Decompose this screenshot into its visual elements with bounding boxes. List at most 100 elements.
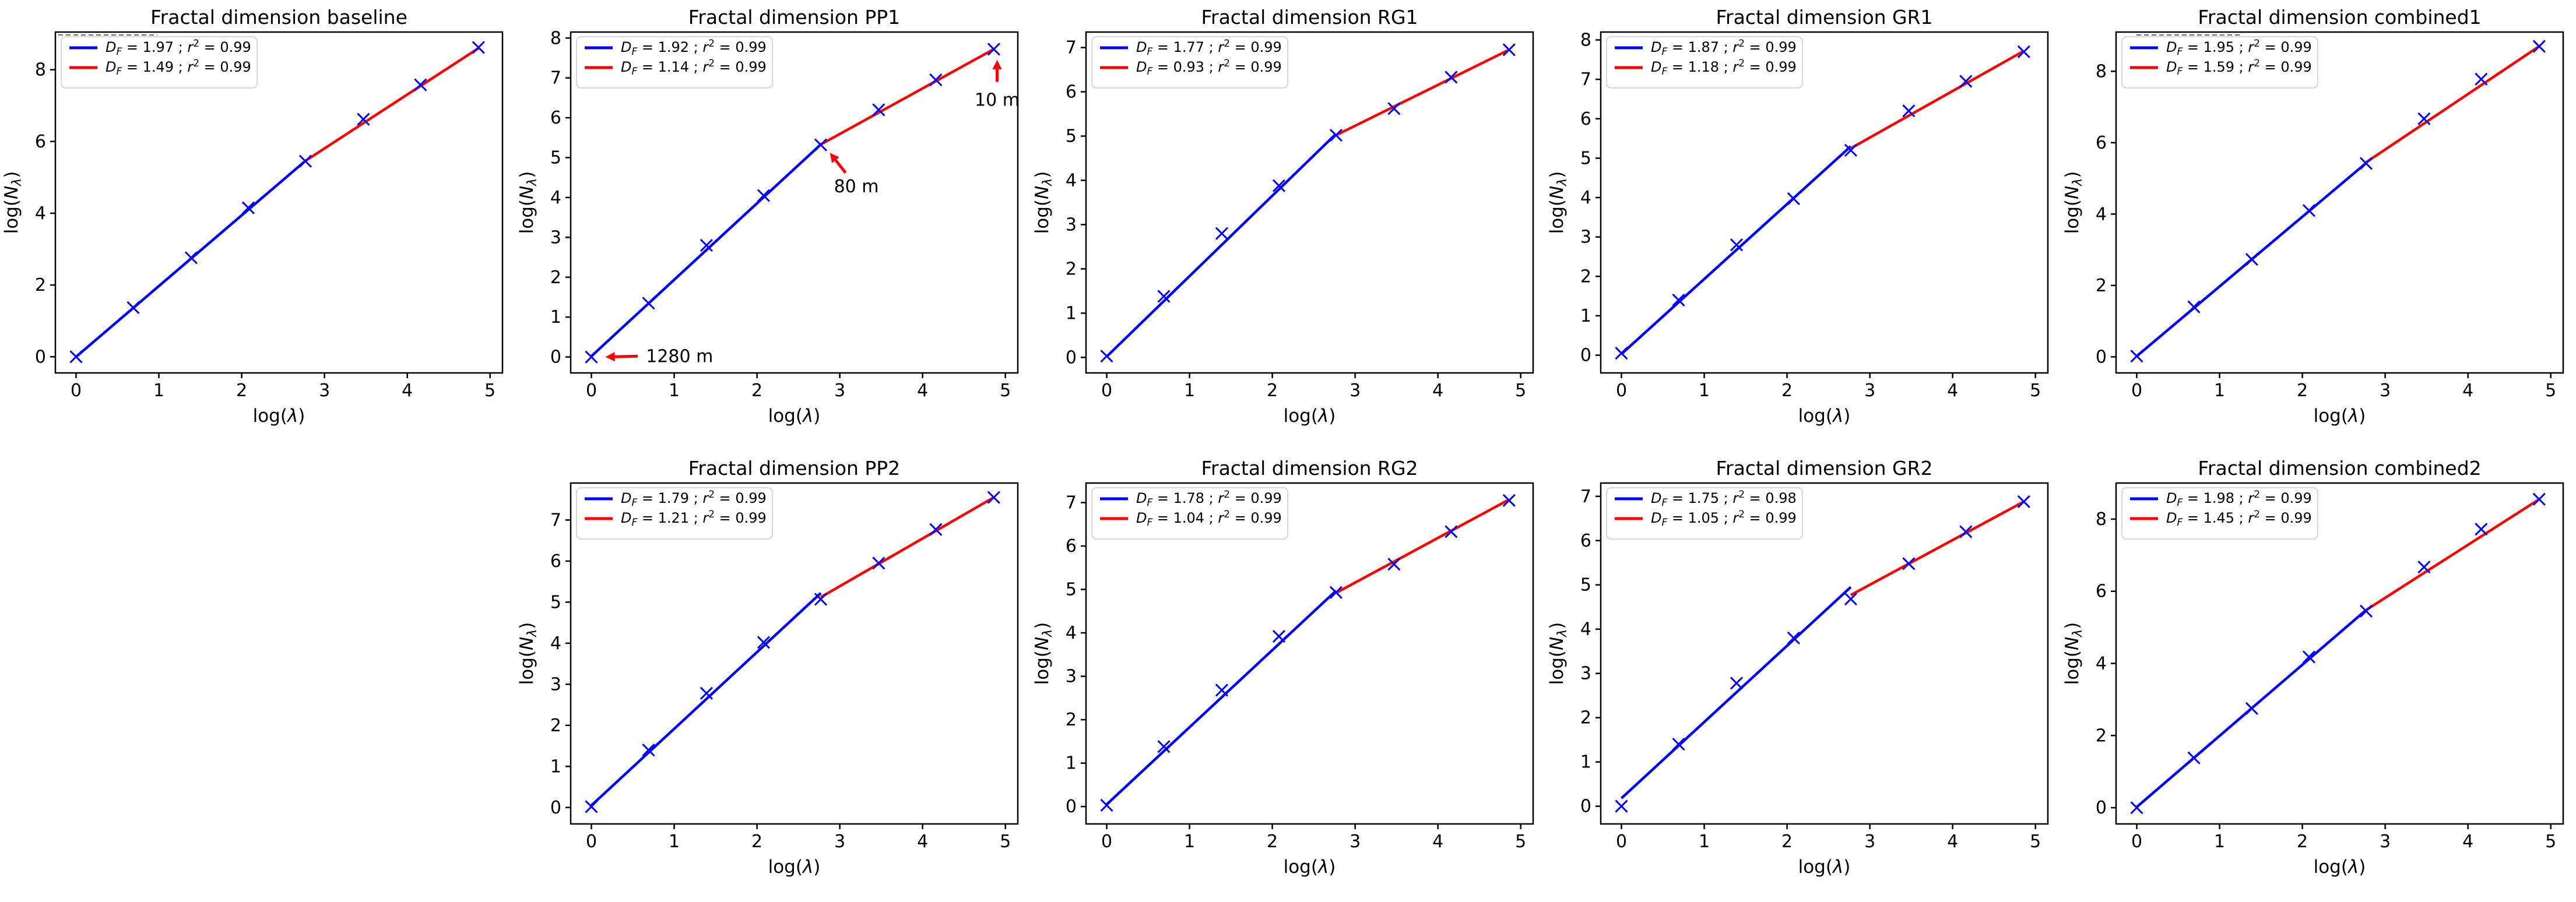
y-axis-label: log(Nλ) xyxy=(1547,171,1570,234)
chart-title: Fractal dimension RG1 xyxy=(1201,6,1418,29)
y-tick-label: 2 xyxy=(1066,259,1077,279)
x-tick-label: 4 xyxy=(1432,380,1443,401)
marker-x xyxy=(1672,293,1685,306)
marker-x xyxy=(1444,524,1458,538)
legend-label-red-fit: DF = 1.04 ; r2 = 0.99 xyxy=(1136,509,1282,528)
y-tick-label: 3 xyxy=(1066,666,1077,686)
marker-x xyxy=(1902,104,1916,118)
data-markers xyxy=(1615,495,2031,813)
y-tick-label: 5 xyxy=(550,592,561,612)
y-tick-label: 4 xyxy=(35,203,46,224)
legend-label-blue-fit: DF = 1.77 ; r2 = 0.99 xyxy=(1136,38,1282,58)
data-markers xyxy=(585,491,1000,813)
marker-x xyxy=(1502,494,1516,507)
y-tick-label: 8 xyxy=(2096,509,2107,529)
marker-x xyxy=(357,112,370,126)
x-tick-label: 2 xyxy=(1781,380,1793,401)
y-tick-label: 5 xyxy=(1580,575,1591,595)
x-tick-label: 4 xyxy=(2462,380,2473,401)
y-tick-label: 2 xyxy=(35,275,46,295)
marker-x xyxy=(1844,143,1858,157)
marker-x xyxy=(298,154,312,168)
y-tick-label: 8 xyxy=(1580,30,1591,51)
y-tick-label: 3 xyxy=(550,227,561,248)
series-blue-fit xyxy=(590,591,822,806)
y-tick-label: 5 xyxy=(550,148,561,168)
x-tick-label: 1 xyxy=(669,831,680,851)
y-tick-label: 0 xyxy=(1066,347,1077,368)
y-tick-label: 6 xyxy=(1580,530,1591,551)
legend-label-blue-fit: DF = 1.95 ; r2 = 0.99 xyxy=(2166,38,2312,58)
y-tick-label: 4 xyxy=(2096,204,2107,224)
marker-x xyxy=(700,686,713,700)
y-tick-label: 2 xyxy=(1580,707,1591,728)
x-axis-label: log(λ) xyxy=(1283,406,1336,427)
x-tick-label: 4 xyxy=(402,380,413,401)
x-tick-label: 4 xyxy=(917,831,928,851)
x-tick-label: 2 xyxy=(751,831,762,851)
marker-x xyxy=(1672,737,1685,751)
data-markers xyxy=(1100,43,1516,363)
marker-x xyxy=(2130,350,2143,363)
y-tick-label: 6 xyxy=(550,108,561,128)
y-tick-label: 6 xyxy=(2096,133,2107,153)
x-tick-label: 4 xyxy=(1432,831,1443,851)
y-tick-label: 2 xyxy=(1580,266,1591,287)
chart-title: Fractal dimension PP2 xyxy=(688,457,900,480)
marker-x xyxy=(585,799,598,813)
y-tick-label: 2 xyxy=(1066,710,1077,730)
annotation-arrow-line xyxy=(834,159,847,174)
y-tick-label: 6 xyxy=(1066,82,1077,103)
x-tick-label: 2 xyxy=(2297,831,2308,851)
legend-box xyxy=(576,487,773,540)
chart-canvas-gr1: Fractal dimension GR1 0 1 2 3 4 5 0 1 2 3 4 5 6 7 8 log(… xyxy=(1545,0,2061,451)
x-tick-label: 4 xyxy=(1948,380,1959,401)
y-tick-label: 0 xyxy=(550,347,561,368)
marker-x xyxy=(241,201,255,214)
x-tick-label: 3 xyxy=(2380,380,2391,401)
subplot-rg2: Fractal dimension RG2 0 1 2 3 4 5 0 1 2 3 4 5 6 7 log(λ… xyxy=(1030,450,1546,902)
x-tick-label: 1 xyxy=(153,380,164,401)
legend-box xyxy=(1091,36,1288,89)
marker-x xyxy=(2532,492,2546,506)
legend-box xyxy=(61,36,258,89)
legend-box xyxy=(2121,36,2318,89)
x-tick-label: 3 xyxy=(1349,380,1361,401)
legend-box xyxy=(576,36,773,89)
marker-x xyxy=(126,301,140,314)
axes-box xyxy=(2115,482,2564,825)
annotation-arrow-head xyxy=(830,153,839,163)
x-tick-label: 0 xyxy=(71,380,82,401)
data-markers xyxy=(1615,45,2031,360)
marker-x xyxy=(2018,45,2031,58)
series-blue-fit xyxy=(590,143,822,357)
marker-x xyxy=(1387,102,1401,115)
marker-x xyxy=(1787,192,1801,206)
x-tick-label: 5 xyxy=(2030,831,2041,851)
y-axis-label: log(Nλ) xyxy=(2062,622,2085,685)
x-tick-label: 5 xyxy=(1000,831,1011,851)
y-tick-label: 0 xyxy=(2096,798,2107,818)
y-tick-label: 6 xyxy=(550,551,561,571)
y-tick-label: 2 xyxy=(2096,276,2107,296)
marker-x xyxy=(1730,238,1744,252)
x-tick-label: 2 xyxy=(1267,380,1278,401)
marker-x xyxy=(1959,75,1973,88)
series-blue-fit xyxy=(1105,589,1337,805)
series-red-fit xyxy=(1850,50,2025,150)
y-tick-label: 8 xyxy=(550,28,561,48)
legend-label-red-fit: DF = 1.49 ; r2 = 0.99 xyxy=(106,58,251,77)
y-tick-label: 7 xyxy=(1580,486,1591,506)
x-tick-label: 0 xyxy=(586,831,597,851)
chart-canvas-rg1: Fractal dimension RG1 0 1 2 3 4 5 0 1 2 3 4 5 6 7 log(λ… xyxy=(1030,0,1546,451)
series-red-fit xyxy=(2365,498,2540,611)
y-axis-label: log(Nλ) xyxy=(516,171,540,234)
subplot-pp2: Fractal dimension PP2 0 1 2 3 4 5 0 1 2 3 4 5 6 7 log(λ… xyxy=(515,450,1031,902)
legend-label-red-fit: DF = 1.21 ; r2 = 0.99 xyxy=(621,509,767,528)
marker-x xyxy=(1730,676,1744,689)
y-tick-label: 4 xyxy=(2096,653,2107,674)
legend-box xyxy=(1606,487,1804,540)
marker-x xyxy=(1215,227,1228,240)
x-tick-label: 0 xyxy=(1101,380,1112,401)
subplot-combined2: Fractal dimension combined2 0 1 2 3 4 5 0 2 4 6 8 lo… xyxy=(2061,450,2576,902)
